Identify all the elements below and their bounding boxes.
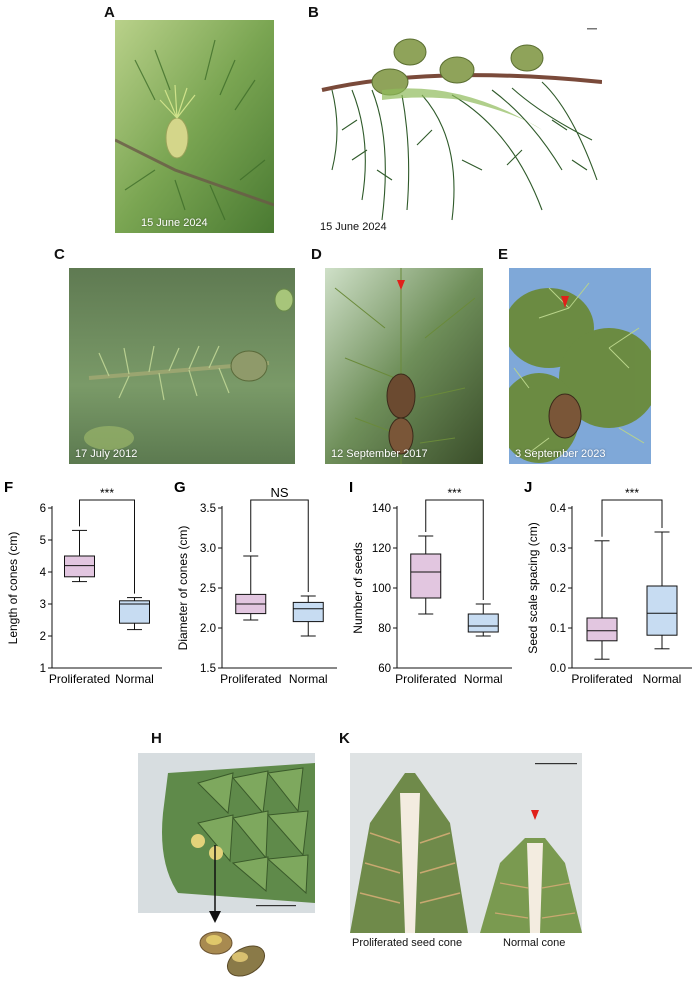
panel-letter-k: K (339, 730, 350, 747)
photo-panel-c: 17 July 2012 (69, 268, 295, 464)
x-category-label: Normal (464, 672, 503, 686)
y-axis-label: Diameter of cones (cm) (176, 526, 190, 651)
y-axis-label: Number of seeds (351, 542, 365, 633)
panel-letter-b: B (308, 4, 319, 21)
photo-date-c: 17 July 2012 (75, 448, 138, 460)
significance-label: NS (270, 485, 288, 500)
panel-letter-d: D (311, 246, 322, 263)
box-proliferated-iqr-box (410, 553, 442, 599)
y-tick-label: 140 (372, 503, 391, 515)
red-arrowhead-icon (397, 280, 405, 290)
y-axis-label: Seed scale spacing (cm) (526, 522, 540, 653)
significance-bracket (425, 499, 484, 600)
panel-letter-a: A (104, 4, 115, 21)
photo-panel-h (138, 753, 315, 913)
caption-normal-cone: Normal cone (503, 937, 566, 949)
x-category-label: Proliferated (49, 672, 110, 686)
extracted-seeds-photo (199, 931, 265, 977)
boxplot-chart-g: G Diameter of cones (cm) 1.5 2.0 2.5 3.0 3.5 Pr… (174, 479, 337, 686)
y-tick-label: 1 (40, 663, 46, 675)
box-normal-iqr-box (467, 613, 499, 633)
y-tick-label: 0.0 (550, 663, 566, 675)
photo-panel-e: 3 September 2023 (509, 268, 651, 464)
box-proliferated-iqr-box (64, 555, 95, 578)
caption-proliferated-seed-cone: Proliferated seed cone (352, 937, 463, 949)
x-category-label: Normal (289, 672, 328, 686)
y-tick-label: 60 (378, 663, 391, 675)
panel-letter-f: F (4, 479, 13, 496)
box-normal-iqr-box (119, 600, 150, 624)
box-proliferated-iqr-box (586, 617, 618, 642)
boxplot-chart-i: I Number of seeds 60 80 100 120 140 Proliferate… (349, 479, 512, 686)
x-category-label: Proliferated (395, 672, 456, 686)
boxplot-chart-f: F Length of cones (cm) 1 2 3 4 5 6 Proliferated N… (4, 479, 162, 686)
significance-bracket (79, 499, 135, 594)
y-tick-label: 80 (378, 623, 391, 635)
larch-cone-photo-e (509, 268, 651, 464)
larch-shoot-photo-c (69, 268, 295, 464)
x-category-label: Proliferated (571, 672, 632, 686)
proliferated-cone-dissection-photo (138, 753, 315, 913)
significance-label: *** (625, 486, 639, 500)
y-tick-label: 3.0 (200, 543, 216, 555)
y-tick-label: 0.2 (550, 583, 566, 595)
y-tick-label: 2.5 (200, 583, 216, 595)
y-axis-label: Length of cones (cm) (6, 532, 20, 645)
photo-panel-d: 12 September 2017 (325, 268, 483, 464)
y-tick-label: 0.1 (550, 623, 566, 635)
y-tick-label: 3.5 (200, 503, 216, 515)
larch-cones-photo-b (312, 20, 602, 235)
red-arrowhead-icon (531, 810, 539, 820)
significance-bracket (250, 499, 309, 592)
panel-letter-e: E (498, 246, 509, 263)
red-arrowhead-icon (561, 296, 569, 308)
significance-bracket (601, 499, 663, 537)
significance-label: *** (447, 486, 461, 500)
panel-letter-i: I (349, 479, 353, 496)
arrow-down-icon (209, 845, 221, 923)
photo-panel-b: 15 June 2024 (312, 20, 602, 235)
y-tick-label: 100 (372, 583, 391, 595)
cone-section-comparison-photo (350, 753, 582, 933)
y-tick-label: 1.5 (200, 663, 216, 675)
x-category-label: Normal (643, 672, 682, 686)
y-tick-label: 3 (40, 599, 46, 611)
photo-date-d: 12 September 2017 (331, 448, 428, 460)
box-normal-iqr-box (646, 585, 678, 636)
y-tick-label: 2.0 (200, 623, 216, 635)
panel-letter-j: J (524, 479, 532, 496)
larch-branch-photo-a (115, 20, 274, 233)
box-normal-iqr-box (292, 601, 324, 623)
larch-cone-photo-d (325, 268, 483, 464)
y-tick-label: 4 (40, 567, 47, 579)
panel-letter-c: C (54, 246, 65, 263)
y-tick-label: 0.4 (550, 503, 567, 515)
photo-panel-a: 15 June 2024 (115, 20, 274, 233)
boxplot-chart-j: J Seed scale spacing (cm) 0.0 0.1 0.2 0.3 0.4 P… (524, 479, 692, 686)
y-tick-label: 5 (40, 535, 46, 547)
photo-date-a: 15 June 2024 (141, 217, 208, 229)
y-tick-label: 6 (40, 503, 46, 515)
photo-panel-k (350, 753, 582, 933)
significance-label: *** (100, 486, 114, 500)
x-category-label: Proliferated (220, 672, 281, 686)
panel-letter-g: G (174, 479, 186, 496)
y-tick-label: 0.3 (550, 543, 566, 555)
y-tick-label: 120 (372, 543, 391, 555)
y-tick-label: 2 (40, 631, 46, 643)
photo-date-e: 3 September 2023 (515, 448, 606, 460)
x-category-label: Normal (115, 672, 154, 686)
photo-date-b: 15 June 2024 (320, 221, 387, 233)
panel-letter-h: H (151, 730, 162, 747)
